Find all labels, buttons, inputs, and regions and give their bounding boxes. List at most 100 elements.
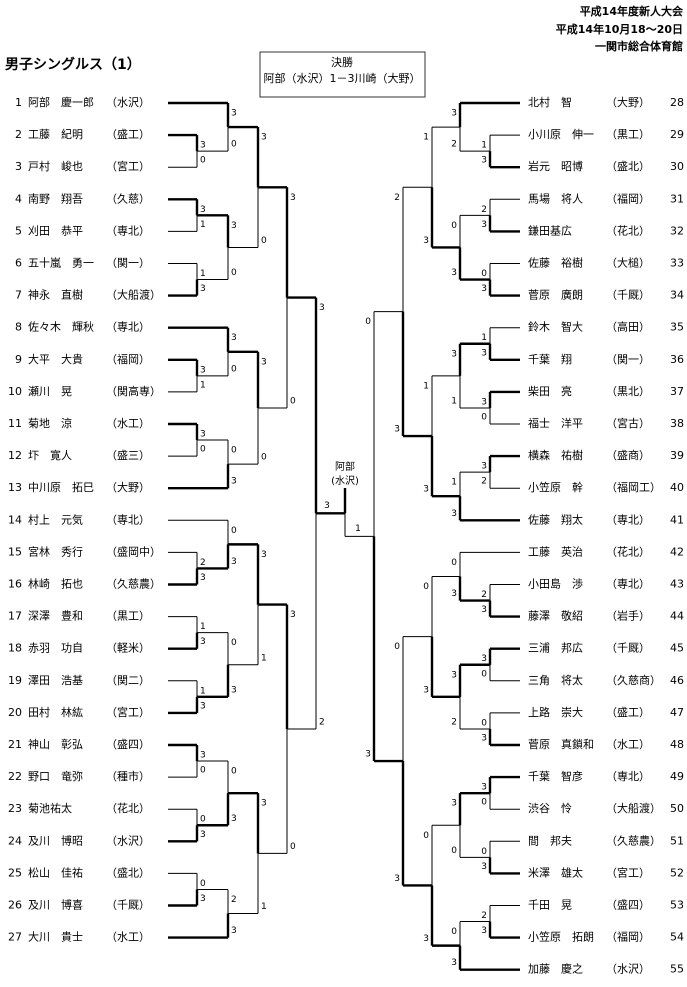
player-school: （福岡） xyxy=(606,930,650,944)
match-score: 3 xyxy=(261,799,267,809)
match-score: 3 xyxy=(451,109,457,119)
player-number: 31 xyxy=(670,192,684,205)
player-number: 11 xyxy=(8,417,22,430)
match-score: 3 xyxy=(231,685,237,695)
match-score: 3 xyxy=(394,874,400,884)
player-number: 16 xyxy=(8,578,22,591)
player-school: （盛北） xyxy=(106,865,150,879)
match-score: 3 xyxy=(200,365,206,375)
player-name: 深澤 豊和 xyxy=(28,610,83,623)
match-score: 3 xyxy=(231,221,237,231)
player-school: （久慈商） xyxy=(606,673,661,687)
player-name: 佐藤 翔太 xyxy=(528,512,583,526)
player-number: 34 xyxy=(670,289,684,302)
match-score: 0 xyxy=(451,927,457,937)
player-number: 19 xyxy=(8,674,22,687)
player-number: 21 xyxy=(8,738,22,751)
match-score: 3 xyxy=(481,605,487,615)
player-number: 55 xyxy=(670,963,684,976)
player-number: 9 xyxy=(15,353,22,366)
player-number: 51 xyxy=(670,834,684,847)
player-number: 36 xyxy=(670,353,684,366)
player-name: 及川 博喜 xyxy=(28,899,83,912)
match-score: 0 xyxy=(290,396,296,406)
match-score: 0 xyxy=(451,558,457,568)
match-score: 3 xyxy=(200,830,206,840)
match-score: 3 xyxy=(290,193,296,203)
match-score: 3 xyxy=(394,425,400,435)
player-school: （盛北） xyxy=(606,159,650,173)
player-name: 工藤 英治 xyxy=(528,544,583,558)
player-number: 22 xyxy=(8,770,22,783)
match-score: 0 xyxy=(200,766,206,776)
player-number: 14 xyxy=(8,513,22,526)
player-name: 渋谷 怜 xyxy=(528,802,572,815)
player-school: （宮工） xyxy=(106,705,150,719)
event-venue: 一関市総合体育館 xyxy=(595,39,683,53)
player-number: 30 xyxy=(670,160,684,173)
player-school: （水工） xyxy=(106,931,150,944)
final-score: 1 xyxy=(355,524,361,534)
player-name: 千葉 智彦 xyxy=(528,769,583,783)
player-name: 大川 貴士 xyxy=(28,930,83,944)
player-school: （関一） xyxy=(106,257,150,270)
player-school: （大船渡） xyxy=(606,801,661,815)
player-number: 10 xyxy=(8,385,22,398)
match-score: 3 xyxy=(451,349,457,359)
player-name: 工藤 紀明 xyxy=(28,128,83,141)
match-score: 1 xyxy=(451,478,457,488)
player-school: （宮工） xyxy=(606,865,650,879)
player-name: 上路 崇大 xyxy=(528,705,583,719)
player-name: 林崎 拓也 xyxy=(28,577,83,591)
match-score: 3 xyxy=(200,894,206,904)
player-number: 20 xyxy=(8,706,22,719)
match-score: 3 xyxy=(365,750,371,760)
match-score: 1 xyxy=(261,653,267,663)
match-score: 0 xyxy=(365,317,371,327)
match-score: 3 xyxy=(200,205,206,215)
player-school: （久慈農） xyxy=(106,577,161,591)
champion-school: (水沢) xyxy=(331,474,359,487)
player-number: 23 xyxy=(8,802,22,815)
player-number: 32 xyxy=(670,224,684,237)
player-number: 25 xyxy=(8,866,22,879)
match-score: 1 xyxy=(481,141,487,151)
player-school: （盛四） xyxy=(606,898,650,912)
player-name: 岩元 昭博 xyxy=(528,159,583,173)
match-score: 3 xyxy=(261,133,267,143)
match-score: 1 xyxy=(200,220,206,230)
match-score: 0 xyxy=(200,815,206,825)
match-score: 0 xyxy=(481,413,487,423)
player-school: （大野） xyxy=(106,480,150,494)
match-score: 0 xyxy=(481,718,487,728)
match-score: 3 xyxy=(423,685,429,695)
match-score: 3 xyxy=(200,430,206,440)
match-score: 0 xyxy=(394,642,400,652)
player-school: （専北） xyxy=(606,513,650,526)
player-number: 27 xyxy=(8,931,22,944)
player-number: 2 xyxy=(15,128,22,141)
final-score: 3 xyxy=(324,501,330,511)
match-score: 3 xyxy=(451,799,457,809)
player-school: （福岡） xyxy=(606,191,650,205)
player-name: 北村 智 xyxy=(528,95,572,109)
player-name: 加藤 慶之 xyxy=(528,962,583,976)
match-score: 2 xyxy=(481,590,487,600)
match-score: 3 xyxy=(231,333,237,343)
player-name: 福士 洋平 xyxy=(528,416,583,430)
player-school: （軽米） xyxy=(106,642,150,655)
player-number: 8 xyxy=(15,321,22,334)
match-score: 1 xyxy=(423,381,429,391)
player-number: 49 xyxy=(670,770,684,783)
match-score: 0 xyxy=(200,445,206,455)
player-school: （高田） xyxy=(606,320,650,334)
match-score: 3 xyxy=(481,783,487,793)
match-score: 1 xyxy=(481,333,487,343)
player-name: 菅原 廣朗 xyxy=(528,288,583,302)
player-name: 佐々木 輝秋 xyxy=(28,320,94,334)
match-score: 0 xyxy=(231,446,237,456)
player-name: 阿部 慶一郎 xyxy=(28,95,94,109)
player-school: （水沢） xyxy=(606,962,650,976)
